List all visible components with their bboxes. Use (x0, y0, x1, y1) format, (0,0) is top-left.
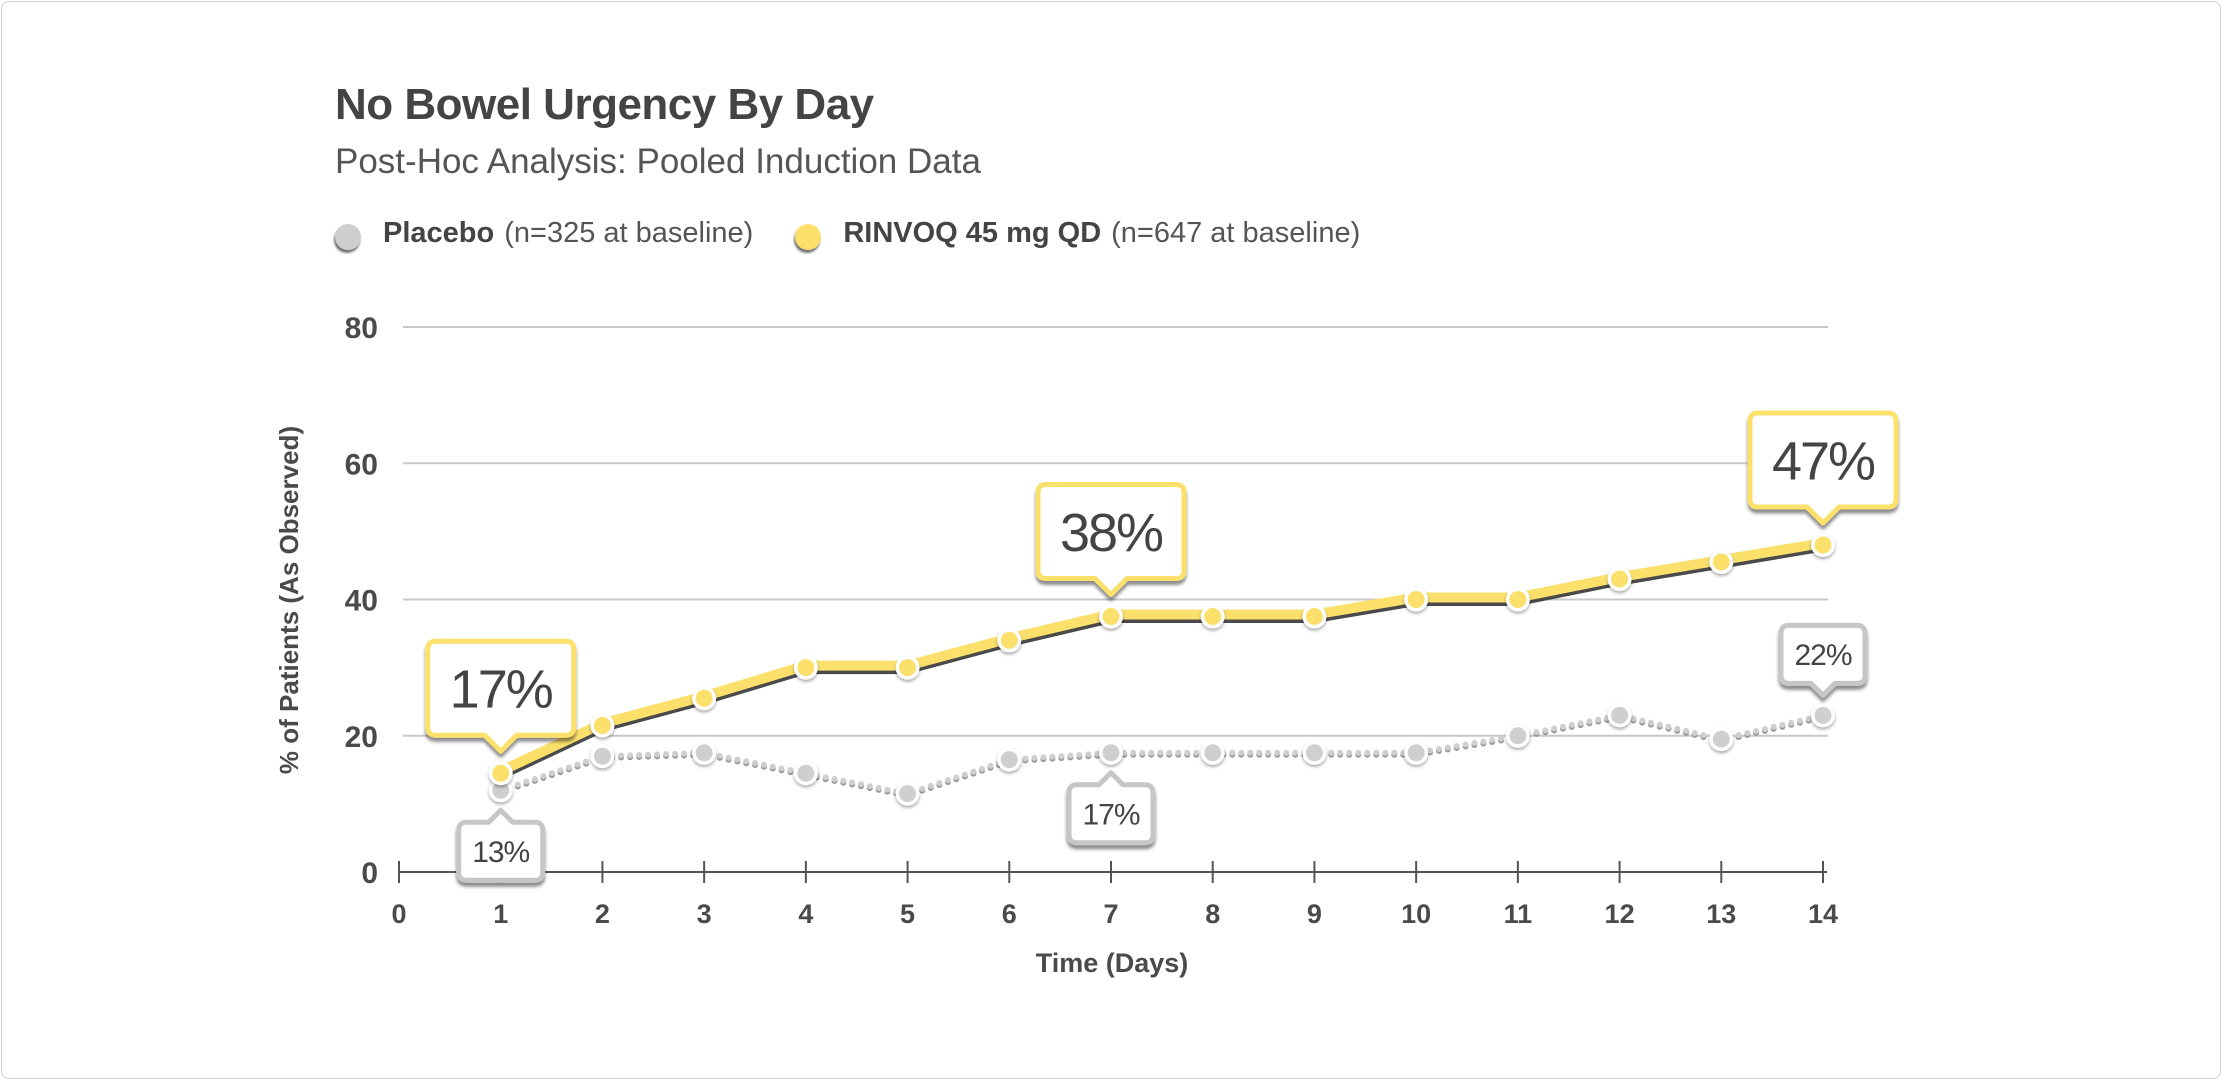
series-line-rinvoq (498, 538, 1824, 776)
callout-box-placebo-day-1 (456, 807, 546, 883)
chart-title: No Bowel Urgency By Day (335, 80, 874, 129)
data-point-fill-rinvoq-2 (593, 717, 611, 735)
data-point-fill-placebo-2 (593, 747, 611, 765)
y-tick-label-80: 80 (345, 312, 378, 345)
x-tick-label-13: 13 (1706, 899, 1736, 929)
callout-rinvoq-day-1 (425, 638, 577, 754)
callout-label-rinvoq-day-7: 38% (1060, 503, 1163, 563)
data-point-fill-placebo-10 (1407, 744, 1425, 762)
callout-box-placebo-day-14 (1778, 622, 1868, 698)
series (488, 533, 1835, 806)
callout-placebo-day-7 (1066, 770, 1156, 846)
x-tick-label-6: 6 (1002, 899, 1017, 929)
data-point-fill-rinvoq-14 (1814, 536, 1832, 554)
data-point-fill-placebo-1 (492, 781, 510, 799)
callout-label-rinvoq-day-14: 47% (1772, 431, 1875, 491)
x-tick-label-10: 10 (1401, 899, 1431, 929)
data-point-fill-placebo-9 (1305, 744, 1323, 762)
data-point-fill-placebo-6 (1000, 751, 1018, 769)
data-point-fill-placebo-3 (695, 744, 713, 762)
x-tick-label-11: 11 (1504, 899, 1533, 929)
callout-placebo-day-14 (1778, 622, 1868, 698)
x-tick-label-14: 14 (1808, 899, 1838, 929)
x-tick-label-0: 0 (391, 899, 406, 929)
callout-label-rinvoq-day-1: 17% (450, 660, 553, 720)
callout-box-rinvoq-day-1 (425, 638, 577, 754)
grid (403, 326, 1828, 737)
x-tick-label-9: 9 (1307, 899, 1322, 929)
legend-name-placebo: Placebo (383, 217, 495, 249)
x-tick-label-12: 12 (1605, 899, 1635, 929)
legend-note-placebo: (n=325 at baseline) (504, 217, 754, 249)
callout-box-placebo-day-7 (1066, 770, 1156, 846)
data-point-fill-rinvoq-12 (1611, 570, 1629, 588)
callout-label-placebo-day-1: 13% (472, 836, 529, 869)
y-tick-label-40: 40 (345, 585, 378, 618)
data-point-fill-rinvoq-8 (1204, 608, 1222, 626)
chart-legend: Placebo (n=325 at baseline) RINVOQ 45 mg… (335, 217, 1402, 250)
x-tick-label-5: 5 (900, 899, 915, 929)
y-tick-label-0: 0 (361, 857, 378, 890)
y-tick-label-20: 20 (345, 721, 378, 754)
legend-marker-rinvoq (795, 223, 822, 250)
data-point-fill-rinvoq-6 (1000, 631, 1018, 649)
callouts: 13% 17% 22% 17% 38% 47% (425, 410, 1899, 883)
callout-box-rinvoq-day-14 (1747, 410, 1899, 526)
callout-rinvoq-day-14 (1747, 410, 1899, 526)
chart-subtitle: Post-Hoc Analysis: Pooled Induction Data (335, 142, 981, 181)
x-tick-label-3: 3 (697, 899, 712, 929)
legend-marker-placebo (335, 223, 361, 250)
legend-name-rinvoq: RINVOQ 45 mg QD (843, 217, 1102, 249)
x-tick-label-4: 4 (798, 899, 813, 929)
data-point-fill-placebo-8 (1204, 744, 1222, 762)
data-point-fill-rinvoq-10 (1407, 591, 1425, 608)
x-tick-label-1: 1 (493, 899, 508, 929)
data-point-fill-placebo-7 (1102, 744, 1120, 762)
callout-rinvoq-day-7 (1035, 482, 1187, 598)
data-point-fill-rinvoq-13 (1712, 553, 1730, 571)
x-tick-label-8: 8 (1205, 899, 1220, 929)
x-tick-label-2: 2 (595, 899, 610, 929)
data-point-fill-rinvoq-4 (797, 659, 815, 677)
data-point-fill-rinvoq-11 (1509, 591, 1527, 608)
y-axis-title: % of Patients (As Observed) (274, 426, 304, 774)
data-point-fill-rinvoq-9 (1305, 608, 1323, 626)
data-point-fill-rinvoq-5 (899, 659, 917, 677)
data-point-fill-rinvoq-7 (1102, 608, 1120, 626)
x-tick-label-7: 7 (1103, 899, 1118, 929)
x-axis-title: Time (Days) (1036, 948, 1189, 978)
callout-placebo-day-1 (456, 807, 546, 883)
data-point-fill-placebo-5 (899, 785, 917, 803)
legend-item-rinvoq: RINVOQ 45 mg QD (n=647 at baseline) (795, 217, 1360, 250)
data-point-fill-rinvoq-3 (695, 689, 713, 707)
data-point-fill-rinvoq-1 (492, 764, 510, 782)
y-tick-label-60: 60 (345, 448, 378, 481)
data-point-fill-placebo-13 (1712, 730, 1730, 748)
callout-label-placebo-day-7: 17% (1082, 799, 1139, 832)
data-point-fill-placebo-4 (797, 764, 815, 782)
callout-box-rinvoq-day-7 (1035, 482, 1187, 598)
data-point-fill-placebo-14 (1814, 706, 1832, 724)
callout-label-placebo-day-14: 22% (1794, 639, 1851, 672)
data-point-fill-placebo-12 (1611, 706, 1629, 724)
legend-item-placebo: Placebo (n=325 at baseline) (335, 217, 753, 250)
data-point-fill-placebo-11 (1509, 727, 1527, 745)
series-line-placebo (497, 712, 1826, 797)
legend-note-rinvoq: (n=647 at baseline) (1111, 217, 1361, 249)
